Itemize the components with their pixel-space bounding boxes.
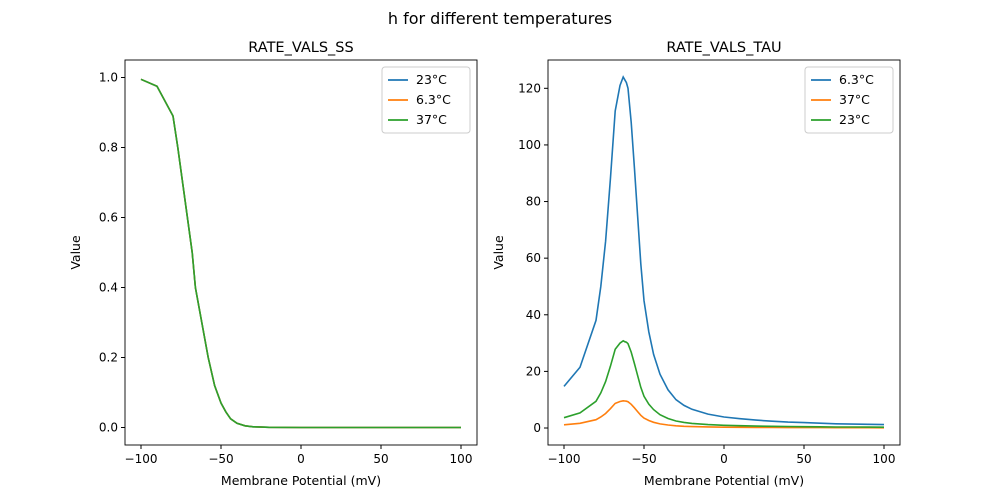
- x-axis-label: Membrane Potential (mV): [221, 473, 381, 488]
- y-tick-label: 40: [526, 308, 541, 322]
- x-tick-label: 0: [297, 452, 305, 466]
- x-tick-label: −100: [548, 452, 581, 466]
- y-tick-label: 120: [518, 81, 541, 95]
- legend-box: [804, 66, 894, 134]
- y-tick-label: 0: [533, 421, 541, 435]
- subplot-title: RATE_VALS_SS: [248, 40, 353, 56]
- legend-label: 6.3°C: [416, 92, 451, 107]
- legend-box: [381, 66, 471, 134]
- legend-label: 23°C: [416, 72, 447, 87]
- y-tick-label: 60: [526, 251, 541, 265]
- y-tick-label: 0.2: [99, 351, 118, 365]
- x-tick-label: 0: [720, 452, 728, 466]
- y-tick-label: 0.4: [99, 281, 118, 295]
- legend-label: 23°C: [839, 112, 870, 127]
- y-tick-label: 0.8: [99, 141, 118, 155]
- series-line-37°C: [140, 78, 461, 429]
- series-line-37°C: [563, 399, 885, 429]
- y-tick-label: 80: [526, 195, 541, 209]
- x-tick-label: −50: [208, 452, 233, 466]
- legend: 23°C 6.3°C 37°C: [381, 66, 471, 134]
- subplot-1: RATE_VALS_SS −100 −50 0 50 100 0.0 0.2 0.4 0.6 0.8…: [68, 40, 478, 488]
- legend: 6.3°C 37°C 23°C: [804, 66, 894, 134]
- x-tick-label: −100: [125, 452, 158, 466]
- subplot-title: RATE_VALS_TAU: [666, 40, 781, 56]
- legend-label: 37°C: [839, 92, 870, 107]
- y-tick-label: 1.0: [99, 71, 118, 85]
- figure-title: h for different temperatures: [388, 9, 612, 28]
- x-tick-label: 50: [373, 452, 388, 466]
- y-tick-label: 20: [526, 364, 541, 378]
- y-tick-label: 0.0: [99, 421, 118, 435]
- y-tick-label: 0.6: [99, 211, 118, 225]
- y-axis-label: Value: [68, 235, 83, 270]
- y-tick-label: 100: [518, 138, 541, 152]
- series-line-23°C: [563, 339, 885, 428]
- x-tick-label: 50: [796, 452, 811, 466]
- y-axis-label: Value: [491, 235, 506, 270]
- x-axis-label: Membrane Potential (mV): [644, 473, 804, 488]
- x-tick-label: 100: [450, 452, 473, 466]
- legend-label: 37°C: [416, 112, 447, 127]
- series-line-6.3°C: [563, 75, 885, 426]
- x-tick-label: 100: [873, 452, 896, 466]
- x-tick-label: −50: [631, 452, 656, 466]
- legend-label: 6.3°C: [839, 72, 874, 87]
- subplot-2: RATE_VALS_TAU −100 −50 0 50 100 0 20 40 60 80 100 12…: [491, 40, 901, 488]
